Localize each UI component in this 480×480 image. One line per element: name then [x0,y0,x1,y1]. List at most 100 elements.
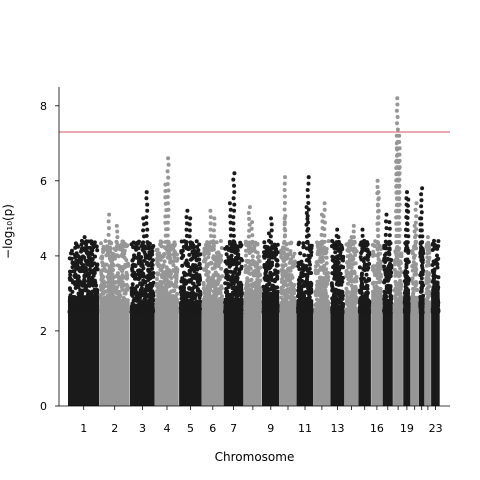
snp-point [98,309,103,314]
snp-point [93,267,98,272]
snp-point [164,208,169,213]
snp-point [102,295,107,300]
snp-point [317,275,322,280]
snp-point [148,245,153,250]
snp-point [345,260,350,264]
snp-point [144,284,149,289]
snp-point [145,208,150,213]
snp-point [239,287,244,292]
snp-point [157,263,162,268]
snp-point [130,301,135,306]
snp-point [212,240,217,245]
snp-point [235,307,240,312]
snp-point [99,292,103,297]
chromosome-16-points [370,178,384,406]
snp-point [266,246,271,251]
snp-point [139,286,144,291]
snp-point [301,244,306,249]
snp-point [231,286,236,291]
snp-point [362,308,367,313]
snp-point [362,256,367,261]
snp-point [315,289,320,294]
snp-point [351,256,356,261]
chromosome-band [130,305,155,406]
snp-point [218,239,223,243]
snp-point [350,287,355,292]
snp-point [307,290,312,295]
snp-point [376,208,381,213]
snp-point [76,244,80,249]
snp-point [108,258,113,263]
snp-point [322,279,327,284]
snp-point [168,260,173,265]
snp-point [191,281,195,286]
snp-point [155,271,160,276]
snp-point [285,252,290,257]
snp-point [398,297,402,301]
snp-point [320,239,324,244]
snp-point [235,272,240,277]
snp-point [377,280,382,285]
snp-point [165,304,170,309]
snp-point [382,264,387,269]
snp-point [332,259,337,264]
snp-point [366,278,371,283]
snp-point [187,234,192,239]
snp-point [296,264,301,269]
snp-point [232,246,237,251]
snp-point [282,240,287,245]
snp-point [349,246,354,251]
snp-point [338,290,343,294]
snp-point [185,261,190,266]
snp-point [192,265,197,270]
peak-point [322,201,327,206]
snp-point [302,310,307,315]
snp-point [383,239,388,244]
snp-point [273,309,278,314]
snp-point [230,258,235,262]
snp-point [68,272,73,277]
snp-point [382,289,387,294]
snp-point [95,290,100,295]
snp-point [246,246,251,251]
snp-point [320,258,325,263]
snp-point [244,248,248,253]
snp-point [308,262,312,267]
snp-point [125,305,129,310]
snp-point [165,169,170,174]
snp-point [124,282,129,287]
snp-point [323,288,328,293]
snp-point [314,260,319,265]
snp-point [223,259,228,264]
snp-point [303,290,307,295]
peak-point [360,227,365,232]
snp-point [145,240,150,245]
snp-point [382,293,387,298]
snp-point [366,254,371,259]
snp-point [219,253,223,258]
peak-point [304,205,309,210]
snp-point [94,305,98,309]
snp-point [194,249,199,254]
snp-point [394,108,399,113]
snp-point [68,269,72,274]
snp-point [334,263,339,268]
data-points [67,96,441,406]
snp-point [142,234,146,239]
chromosome-band [179,301,202,406]
snp-point [323,299,328,304]
chromosome-band [393,308,403,406]
snp-point [170,304,175,309]
snp-point [309,271,314,275]
snp-point [288,249,293,254]
snp-point [84,310,89,315]
snp-point [393,286,398,291]
snp-point [376,257,381,262]
snp-point [79,242,84,247]
snp-point [324,261,329,266]
peak-point [269,216,273,221]
snp-point [114,240,119,245]
snp-point [110,263,115,268]
chromosome-band [279,301,297,406]
snp-point [68,276,73,281]
